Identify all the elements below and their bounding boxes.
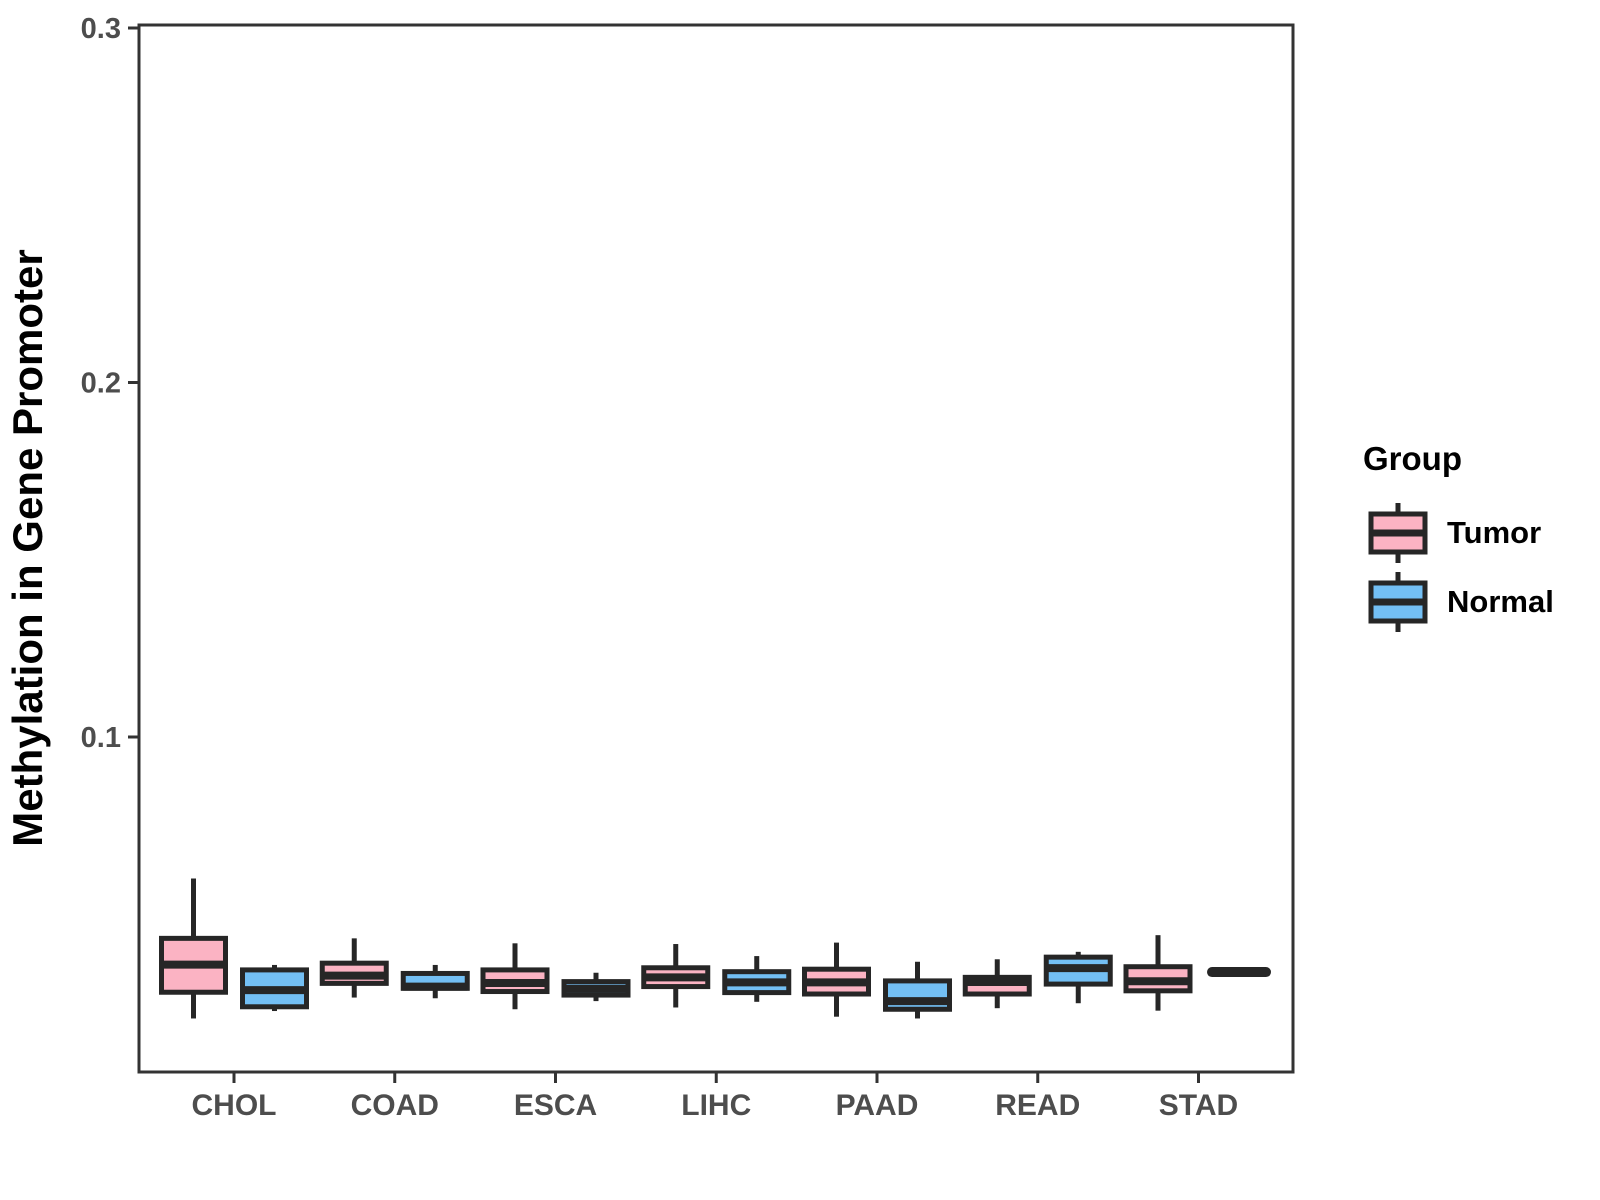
panel-border bbox=[137, 23, 1295, 1074]
legend-label-tumor: Tumor bbox=[1447, 515, 1542, 550]
legend: Group Tumor Normal bbox=[1352, 440, 1554, 640]
plot-area: 0.3 0.2 0.1 CHOL COAD ESCA LIHC PAAD READ STAD bbox=[81, 13, 1295, 1122]
x-tick-label-esca: ESCA bbox=[514, 1089, 597, 1122]
y-tick-label: 0.1 bbox=[81, 722, 121, 754]
legend-entry-normal: Normal bbox=[1368, 571, 1554, 633]
legend-title: Group bbox=[1363, 440, 1462, 477]
y-tick-label: 0.3 bbox=[81, 13, 121, 45]
x-tick-label-paad: PAAD bbox=[836, 1089, 919, 1122]
tumor-boxplot-icon bbox=[1368, 503, 1428, 563]
legend-entry-tumor: Tumor bbox=[1368, 502, 1554, 564]
boxplot-flat-normal-stad bbox=[1207, 967, 1271, 978]
x-tick-label-chol: CHOL bbox=[192, 1089, 277, 1122]
y-axis-title: Methylation in Gene Promoter bbox=[4, 249, 51, 846]
normal-boxplot-icon bbox=[1368, 572, 1428, 632]
x-tick-label-stad: STAD bbox=[1159, 1089, 1238, 1122]
x-tick-label-coad: COAD bbox=[351, 1089, 439, 1122]
x-tick-label-lihc: LIHC bbox=[681, 1089, 751, 1122]
x-tick-label-read: READ bbox=[995, 1089, 1080, 1122]
y-tick-label: 0.2 bbox=[81, 368, 121, 400]
legend-label-normal: Normal bbox=[1447, 584, 1554, 619]
